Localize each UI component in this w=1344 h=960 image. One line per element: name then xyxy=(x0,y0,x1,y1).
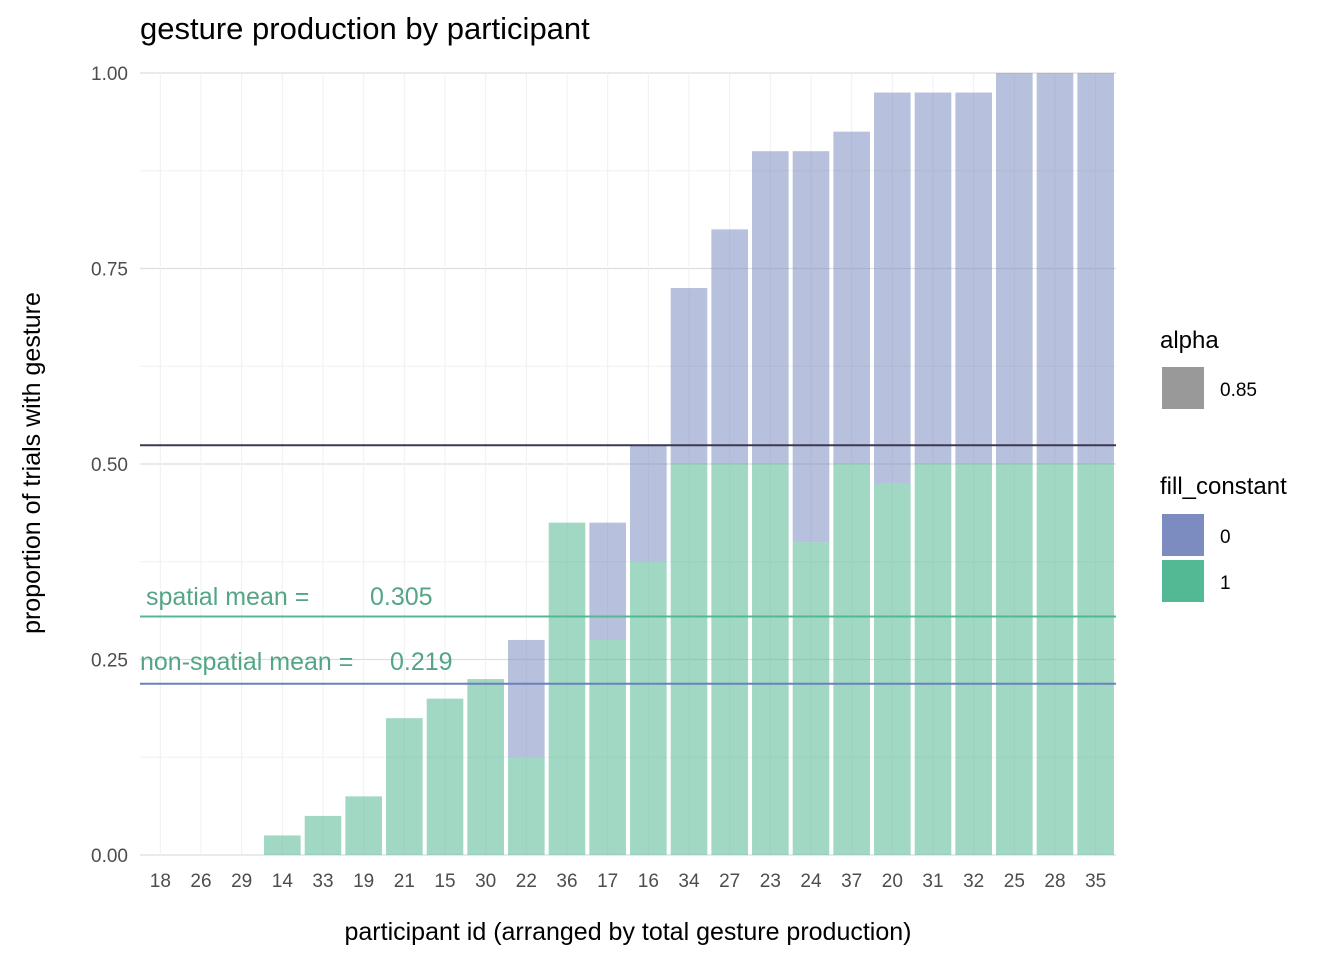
bar-23-fill-1 xyxy=(752,464,789,855)
spatial-mean-value: 0.305 xyxy=(370,583,433,611)
x-tick-label: 31 xyxy=(922,871,943,892)
bar-21-fill-1 xyxy=(386,718,423,855)
bar-31-fill-1 xyxy=(914,464,952,855)
bar-17-fill-1 xyxy=(589,639,626,855)
x-tick-label: 35 xyxy=(1085,871,1106,892)
y-tick-label: 0.50 xyxy=(91,455,128,476)
y-tick-label: 0.25 xyxy=(91,651,128,672)
bars xyxy=(264,73,1114,855)
y-tick-label: 1.00 xyxy=(91,64,128,85)
x-tick-label: 27 xyxy=(719,871,740,892)
bar-16-fill-1 xyxy=(630,561,667,855)
bar-24-fill-1 xyxy=(792,542,830,855)
x-tick-label: 26 xyxy=(190,871,211,892)
bar-30-fill-1 xyxy=(467,679,504,855)
bar-20-fill-0 xyxy=(874,92,911,484)
y-axis-title: proportion of trials with gesture xyxy=(18,292,46,634)
x-tick-label: 30 xyxy=(475,871,496,892)
x-tick-label: 24 xyxy=(800,871,822,892)
spatial-mean-label: spatial mean = xyxy=(146,583,309,611)
x-tick-label: 28 xyxy=(1044,871,1065,892)
bar-34-fill-1 xyxy=(670,464,708,855)
x-tick-label: 21 xyxy=(394,871,415,892)
legend-alpha-title: alpha xyxy=(1160,327,1219,354)
legend: alpha 0.85 fill_constant 0 1 xyxy=(1160,327,1287,602)
bar-14-fill-1 xyxy=(264,835,301,855)
legend-fill-label-1: 1 xyxy=(1220,573,1231,594)
bar-32-fill-1 xyxy=(955,464,992,855)
bar-35-fill-1 xyxy=(1077,464,1114,855)
bar-34-fill-0 xyxy=(670,288,708,464)
bar-37-fill-1 xyxy=(833,464,870,855)
bar-25-fill-1 xyxy=(996,464,1033,855)
bar-28-fill-0 xyxy=(1036,73,1074,464)
bar-25-fill-0 xyxy=(996,73,1033,464)
x-tick-label: 14 xyxy=(272,871,294,892)
reference-lines: spatial mean = 0.305 non-spatial mean = 0.2… xyxy=(140,444,1116,685)
bar-22-fill-1 xyxy=(508,757,545,855)
chart-title: gesture production by participant xyxy=(140,11,590,46)
legend-fill-key-1 xyxy=(1162,560,1204,602)
legend-alpha-label: 0.85 xyxy=(1220,380,1257,401)
y-tick-label: 0.75 xyxy=(91,260,128,281)
x-tick-label: 17 xyxy=(597,871,618,892)
x-tick-label: 23 xyxy=(760,871,781,892)
bar-22-fill-0 xyxy=(508,639,545,758)
bar-35-fill-0 xyxy=(1077,73,1114,464)
bar-27-fill-0 xyxy=(711,229,748,464)
x-tick-label: 37 xyxy=(841,871,862,892)
bar-20-fill-1 xyxy=(874,483,911,855)
bar-33-fill-1 xyxy=(304,815,342,855)
legend-alpha-key xyxy=(1162,367,1204,409)
x-tick-label: 29 xyxy=(231,871,252,892)
legend-fill-title: fill_constant xyxy=(1160,473,1287,500)
bar-36-fill-1 xyxy=(548,522,586,855)
x-tick-label: 34 xyxy=(678,871,700,892)
y-tick-labels: 0.00 0.25 0.50 0.75 1.00 xyxy=(91,64,128,867)
bar-32-fill-0 xyxy=(955,92,992,465)
bar-16-fill-0 xyxy=(630,444,667,562)
x-tick-label: 16 xyxy=(638,871,659,892)
non-spatial-mean-value: 0.219 xyxy=(390,648,453,676)
x-tick-label: 18 xyxy=(150,871,171,892)
x-tick-label: 25 xyxy=(1004,871,1025,892)
y-tick-label: 0.00 xyxy=(91,846,128,867)
bar-15-fill-1 xyxy=(426,698,464,855)
x-tick-label: 32 xyxy=(963,871,984,892)
x-tick-label: 36 xyxy=(556,871,577,892)
x-tick-label: 20 xyxy=(882,871,903,892)
bar-24-fill-0 xyxy=(792,151,830,543)
x-tick-label: 15 xyxy=(434,871,455,892)
legend-fill-label-0: 0 xyxy=(1220,527,1231,548)
x-tick-label: 19 xyxy=(353,871,374,892)
legend-fill-key-0 xyxy=(1162,514,1204,556)
x-tick-labels: 18 26 29 14 33 19 21 15 30 22 36 17 16 34 27 23 24 37 20 31… xyxy=(150,871,1106,892)
x-axis-title: participant id (arranged by total gestur… xyxy=(345,918,912,946)
bar-31-fill-0 xyxy=(914,92,952,465)
bar-19-fill-1 xyxy=(345,796,382,855)
bar-17-fill-0 xyxy=(589,522,626,640)
bar-27-fill-1 xyxy=(711,464,748,855)
x-tick-label: 33 xyxy=(312,871,333,892)
non-spatial-mean-label: non-spatial mean = xyxy=(140,648,353,676)
bar-28-fill-1 xyxy=(1036,464,1074,855)
bar-37-fill-0 xyxy=(833,131,870,464)
x-tick-label: 22 xyxy=(516,871,537,892)
bar-23-fill-0 xyxy=(752,151,789,464)
